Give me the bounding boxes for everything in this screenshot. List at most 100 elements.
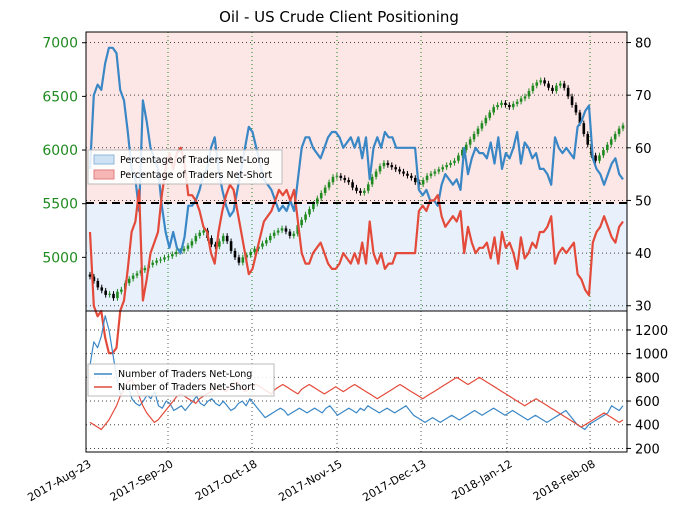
candle-body: [284, 228, 288, 232]
candle-body: [613, 133, 617, 140]
right-tick-label: 30: [635, 300, 652, 315]
candle-body: [163, 257, 166, 260]
candle-body: [527, 91, 531, 97]
x-axis: 2017-Aug-23 2017-Sep-20 2017-Oct-18 2017-No…: [25, 457, 597, 504]
price-candles: [88, 77, 625, 301]
right-tick-label: 60: [635, 142, 652, 157]
candle-body: [359, 190, 362, 193]
left-tick-label: 7000: [42, 36, 78, 52]
legend-label-net-short: Percentage of Traders Net-Short: [120, 170, 272, 181]
series-line-number-of-traders-net-long: [89, 315, 624, 431]
candle-body: [578, 112, 582, 124]
bottom-legend: Number of Traders Net-Long Number of Tra…: [87, 363, 275, 397]
candle-body: [598, 155, 601, 161]
candle-body: [594, 155, 597, 161]
candle-body: [323, 187, 327, 193]
candle-body: [221, 235, 225, 242]
candle-body: [453, 160, 456, 163]
candle-body: [496, 104, 499, 108]
candle-body: [617, 128, 621, 134]
candle-body: [476, 128, 480, 134]
candle-body: [233, 250, 237, 258]
candle-body: [390, 165, 394, 168]
candle-body: [433, 171, 437, 174]
candle-body: [386, 162, 390, 166]
legend-label-count-short: Number of Traders Net-Short: [118, 382, 255, 393]
x-tick-label: 2018-Feb-08: [531, 457, 598, 503]
candle-body: [566, 87, 570, 97]
candle-body: [374, 171, 378, 177]
candle-body: [543, 80, 546, 84]
candle-body: [131, 275, 135, 279]
candle-body: [504, 102, 507, 105]
candle-body: [586, 133, 590, 145]
candle-body: [245, 255, 249, 258]
price-positioning-panel: 5000 5500 6000 6500 7000 30 40 50 60 70 80 Percen…: [42, 31, 652, 355]
candle-body: [312, 203, 315, 210]
candle-body: [300, 219, 303, 226]
candle-body: [421, 180, 425, 185]
candle-body: [339, 175, 343, 178]
candle-body: [515, 101, 519, 104]
candle-body: [116, 291, 119, 299]
legend-swatch-net-long: [93, 154, 115, 165]
candle-body: [468, 139, 472, 145]
candle-body: [535, 82, 539, 86]
candle-body: [296, 225, 300, 234]
right-bottom-tick-label: 600: [635, 395, 660, 410]
candle-body: [202, 230, 205, 233]
right-bottom-tick-label: 200: [635, 442, 660, 457]
candle-body: [472, 133, 476, 140]
candle-body: [394, 167, 397, 170]
candle-body: [492, 107, 495, 113]
candle-body: [370, 176, 374, 185]
candle-body: [398, 169, 401, 172]
candle-body: [562, 83, 566, 88]
candle-body: [449, 162, 452, 166]
candle-body: [327, 182, 331, 188]
chart-title: Oil - US Crude Client Positioning: [219, 8, 459, 26]
top-grid: [86, 32, 627, 311]
left-tick-label: 5000: [42, 250, 78, 266]
series-line-percentage-of-traders-net-long: [88, 46, 624, 255]
candle-body: [186, 245, 190, 249]
candle-body: [355, 187, 358, 191]
candle-body: [265, 240, 268, 244]
candle-body: [92, 276, 96, 281]
candle-body: [127, 278, 131, 284]
right-bottom-tick-label: 400: [635, 419, 660, 434]
candle-body: [214, 244, 217, 247]
candle-body: [555, 85, 558, 92]
candle-body: [198, 232, 202, 236]
right-bottom-tick-label: 800: [635, 371, 660, 386]
right-axis-bottom: 200 400 600 800 1000 1200: [627, 324, 668, 457]
candle-body: [155, 260, 158, 263]
candle-body: [406, 173, 409, 176]
candle-body: [335, 175, 339, 177]
candle-body: [366, 184, 370, 191]
candle-body: [531, 85, 535, 92]
left-tick-label: 6500: [42, 89, 78, 105]
candle-body: [190, 241, 194, 246]
candle-body: [308, 209, 311, 215]
top-legend-box: [87, 149, 283, 185]
left-tick-label: 6000: [42, 143, 78, 159]
candle-body: [182, 248, 186, 251]
candle-body: [363, 190, 366, 193]
x-tick-label: 2017-Oct-18: [193, 457, 259, 503]
right-tick-label: 50: [635, 194, 652, 209]
candle-body: [331, 176, 335, 183]
x-tick-label: 2017-Sep-20: [108, 457, 176, 504]
candle-body: [210, 238, 213, 245]
candle-body: [570, 96, 574, 105]
candle-body: [547, 83, 550, 88]
candle-body: [378, 166, 382, 172]
candle-body: [484, 117, 488, 124]
candle-body: [261, 243, 264, 247]
candle-body: [402, 171, 405, 174]
top-legend: Percentage of Traders Net-Long Percentag…: [87, 149, 283, 185]
candle-body: [241, 257, 245, 263]
candle-body: [88, 274, 92, 277]
candle-body: [151, 262, 155, 265]
right-axis-top: 30 40 50 60 70 80: [627, 37, 652, 315]
